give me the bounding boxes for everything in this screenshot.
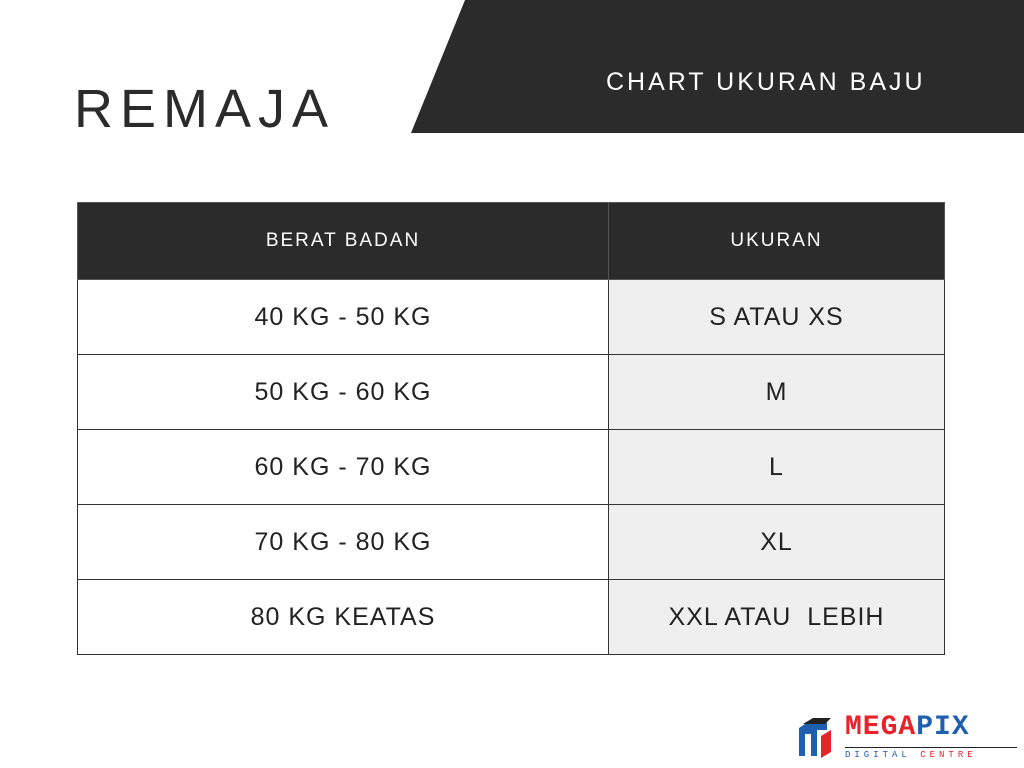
logo-name: MEGAPIX bbox=[845, 712, 970, 743]
table-header-row: BERAT BADAN UKURAN bbox=[77, 202, 945, 280]
weight-cell: 40 KG - 50 KG bbox=[77, 279, 609, 355]
size-table: BERAT BADAN UKURAN 40 KG - 50 KG S ATAU X… bbox=[77, 202, 945, 655]
weight-cell: 80 KG KEATAS bbox=[77, 579, 609, 655]
size-cell: M bbox=[608, 354, 945, 430]
size-cell: XXL ATAU LEBIH bbox=[608, 579, 945, 655]
table-row: 40 KG - 50 KG S ATAU XS bbox=[77, 279, 945, 355]
column-header: UKURAN bbox=[608, 202, 945, 280]
logo-tagline: DIGITAL CENTRE bbox=[845, 750, 977, 760]
table-row: 70 KG - 80 KG XL bbox=[77, 504, 945, 580]
megapix-cube-icon bbox=[799, 718, 831, 758]
size-cell: L bbox=[608, 429, 945, 505]
weight-cell: 50 KG - 60 KG bbox=[77, 354, 609, 430]
megapix-logo: MEGAPIX DIGITAL CENTRE bbox=[795, 712, 1020, 764]
header-band bbox=[411, 0, 1024, 133]
table-row: 60 KG - 70 KG L bbox=[77, 429, 945, 505]
weight-cell: 70 KG - 80 KG bbox=[77, 504, 609, 580]
table-row: 80 KG KEATAS XXL ATAU LEBIH bbox=[77, 579, 945, 655]
size-cell: S ATAU XS bbox=[608, 279, 945, 355]
weight-cell: 60 KG - 70 KG bbox=[77, 429, 609, 505]
logo-divider bbox=[845, 747, 1017, 748]
page-title: REMAJA bbox=[74, 79, 336, 139]
size-cell: XL bbox=[608, 504, 945, 580]
column-header: BERAT BADAN bbox=[77, 202, 609, 280]
table-row: 50 KG - 60 KG M bbox=[77, 354, 945, 430]
chart-subtitle: CHART UKURAN BAJU bbox=[606, 68, 926, 96]
